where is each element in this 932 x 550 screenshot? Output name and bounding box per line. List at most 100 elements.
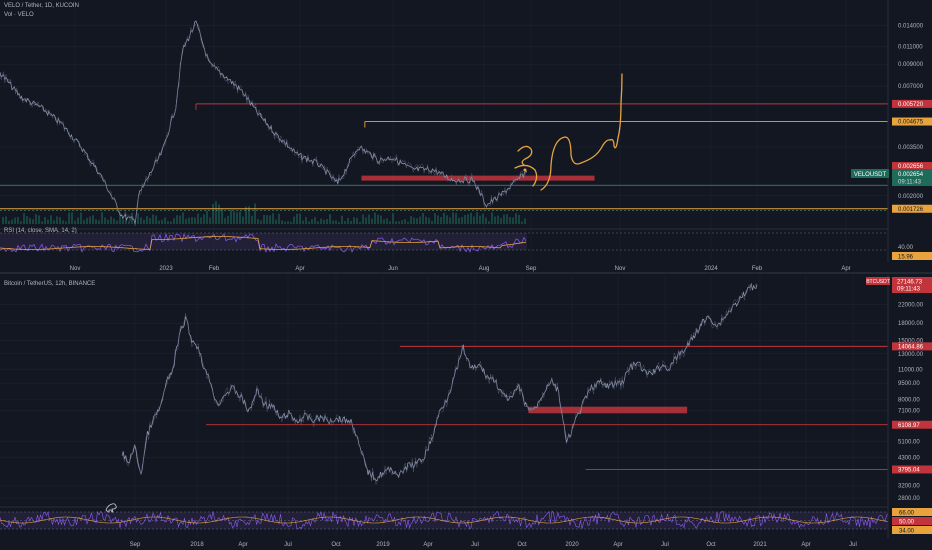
symbol-tag-box xyxy=(851,169,889,178)
volume-bar xyxy=(338,221,340,224)
top-rsi-label: RSI (14, close, SMA, 14, 2) xyxy=(4,228,77,234)
volume-bar xyxy=(35,214,37,224)
btc-rsi-tag-box-3 xyxy=(892,526,932,534)
bottom-y-tick-6: 8000.00 xyxy=(898,397,920,403)
last-price-tag-box xyxy=(892,169,932,186)
volume-bar xyxy=(467,214,469,224)
volume-bar xyxy=(230,209,232,224)
volume-bar xyxy=(326,219,328,224)
volume-bar xyxy=(431,220,433,224)
last-price-tag: 0.002654 xyxy=(898,172,924,178)
volume-bar xyxy=(125,218,127,224)
volume-bar xyxy=(275,219,277,224)
volume-bar xyxy=(254,203,256,224)
volume-bar xyxy=(92,215,94,224)
bottom-x-tick-4: Oct xyxy=(331,542,341,548)
volume-bar xyxy=(152,214,154,224)
btc-last-price-tag-box xyxy=(892,277,932,293)
volume-bar xyxy=(440,217,442,224)
btc-rsi-sma-line xyxy=(0,516,889,524)
volume-bar xyxy=(479,215,481,224)
volume-bar xyxy=(113,218,115,224)
volume-bar xyxy=(521,221,523,224)
volume-bar xyxy=(122,218,124,224)
top-y-tick-3: 0.007000 xyxy=(898,84,924,90)
bottom-y-tick-0: 22000.00 xyxy=(898,302,924,308)
bottom-x-tick-14: Apr xyxy=(801,542,810,548)
volume-bar xyxy=(101,212,103,224)
volume-bar xyxy=(380,215,382,224)
top-levels: 0.005720 0.004675 0.001726 0.002656 xyxy=(0,99,932,213)
bottom-x-tick-6: Apr xyxy=(423,542,432,548)
volume-bar xyxy=(365,217,367,224)
btc-last-price-tag: 27146.73 xyxy=(897,280,923,286)
volume-bar xyxy=(56,216,58,224)
volume-bar xyxy=(413,217,415,224)
volume-bar xyxy=(503,214,505,224)
bottom-y-tick-3: 13000.00 xyxy=(898,352,924,358)
volume-bar xyxy=(8,220,10,224)
volume-bar xyxy=(419,216,421,224)
rsi-sma-line xyxy=(0,236,527,250)
bottom-x-tick-5: 2019 xyxy=(376,542,390,548)
top-x-tick-0: Nov xyxy=(70,266,81,272)
top-price-axis: 0.014000 0.011000 0.009000 0.007000 0.003500… xyxy=(898,24,924,200)
volume-bar xyxy=(422,212,424,224)
top-chart-title: VELO / Tether, 1D, KUCOIN xyxy=(4,3,79,9)
volume-bar xyxy=(272,213,274,224)
volume-bar xyxy=(32,219,34,224)
volume-bar xyxy=(119,214,121,224)
volume-bar xyxy=(59,217,61,224)
volume-bar xyxy=(242,216,244,224)
volume-bar xyxy=(281,220,283,224)
btc-level-tag-box-1 xyxy=(892,420,932,429)
volume-bar xyxy=(497,215,499,224)
symbol-tag: VELOUSDT xyxy=(854,172,887,178)
volume-bar xyxy=(167,221,169,224)
volume-bar xyxy=(26,216,28,224)
volume-bar xyxy=(359,221,361,224)
volume-bar xyxy=(176,215,178,224)
top-x-tick-8: 2024 xyxy=(704,266,718,272)
volume-bar xyxy=(29,217,31,224)
top-x-tick-6: Sep xyxy=(526,266,537,272)
volume-bar xyxy=(197,213,199,224)
volume-bar xyxy=(98,220,100,224)
top-y-tick-0: 0.014000 xyxy=(898,24,924,30)
bottom-x-tick-8: Oct xyxy=(517,542,527,548)
level-tag-box-2 xyxy=(892,204,932,213)
btc-level-tag-2: 3795.04 xyxy=(898,468,920,474)
bottom-price-axis: 22000.00 18000.00 15000.00 13000.00 11000.00… xyxy=(898,302,924,502)
volume-bar xyxy=(386,218,388,224)
volume-bar xyxy=(392,213,394,224)
volume-bar xyxy=(290,221,292,224)
volume-bar xyxy=(278,213,280,224)
volume-bar xyxy=(515,213,517,224)
btc-rsi-tag-box-2 xyxy=(892,517,932,525)
volume-bar xyxy=(212,204,214,224)
btc-rsi-tag-2: 50.00 xyxy=(899,520,915,526)
projected-path-drawing xyxy=(540,73,623,191)
volume-bar xyxy=(107,219,109,224)
volume-bar xyxy=(203,214,205,224)
volume-bar xyxy=(377,214,379,224)
volume-bar xyxy=(494,216,496,224)
volume-bar xyxy=(185,218,187,224)
btc-price-line-wicks xyxy=(121,283,758,486)
bottom-x-tick-13: 2021 xyxy=(753,542,767,548)
volume-bar xyxy=(179,215,181,224)
volume-bar xyxy=(434,213,436,224)
volume-bar xyxy=(53,220,55,224)
volume-bar xyxy=(293,216,295,224)
top-rsi-pane xyxy=(0,232,888,254)
volume-bar xyxy=(62,220,64,224)
volume-bar xyxy=(149,217,151,224)
bottom-chart-title: Bitcoin / TetherUS, 12h, BINANCE xyxy=(4,281,96,287)
volume-bar xyxy=(305,217,307,224)
volume-bar xyxy=(14,217,16,224)
volume-bar xyxy=(227,215,229,224)
volume-bar xyxy=(209,217,211,224)
level-tag-box-1 xyxy=(892,117,932,126)
volume-bar xyxy=(236,212,238,224)
volume-bar xyxy=(188,217,190,224)
